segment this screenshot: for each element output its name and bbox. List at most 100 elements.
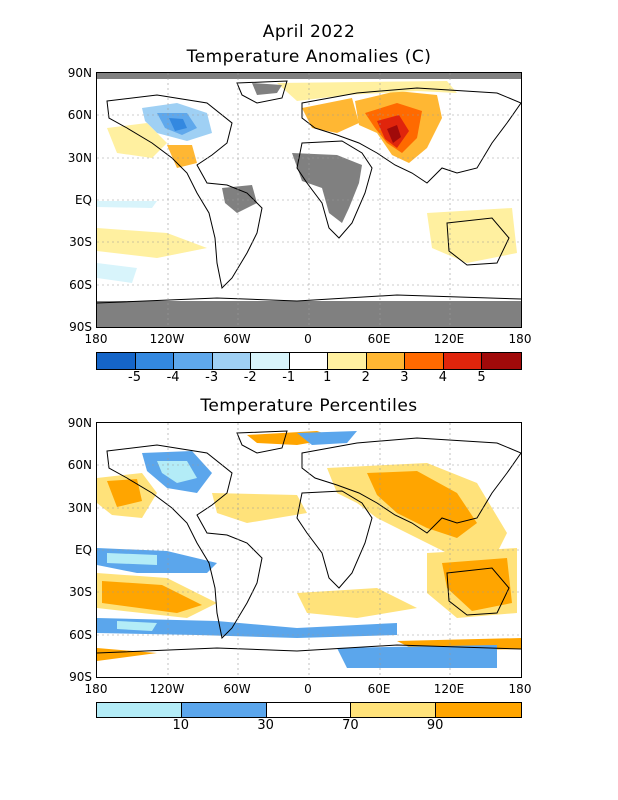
lat-label-60s-2: 60S xyxy=(69,628,92,642)
lat-label-eq-2: EQ xyxy=(74,543,92,557)
australia-outline-2 xyxy=(446,567,510,616)
colorbar-label: 3 xyxy=(400,370,409,385)
colorbar-swatch xyxy=(174,353,213,369)
lon-label-0: 0 xyxy=(304,332,312,346)
month-title: April 2022 xyxy=(262,22,356,42)
mexico-warm-region xyxy=(167,145,197,168)
lon-label-180w: 180 xyxy=(84,332,108,346)
pct-southern-ocean-cool xyxy=(97,618,397,638)
lon-label-120w-2: 120W xyxy=(149,682,185,696)
europe-warm-region xyxy=(302,98,359,133)
colorbar-label: -2 xyxy=(243,370,257,385)
lon-label-60w: 60W xyxy=(223,332,251,346)
lat-label-eq: EQ xyxy=(74,193,92,207)
antarctica-outline xyxy=(97,294,521,304)
lat-label-90s: 90S xyxy=(69,320,92,334)
lat-label-60s: 60S xyxy=(69,278,92,292)
pct-south-pacific-hot xyxy=(102,581,202,613)
colorbar-label: 1 xyxy=(323,370,332,385)
lat-label-90n: 90N xyxy=(67,66,92,80)
colorbar-swatch xyxy=(482,353,521,369)
lon-label-180w-2: 180 xyxy=(84,682,108,696)
lat-label-30n-2: 30N xyxy=(67,501,92,515)
lat-label-60n-2: 60N xyxy=(67,458,92,472)
lat-label-30s: 30S xyxy=(69,235,92,249)
lon-label-180e: 180 xyxy=(508,332,532,346)
lon-label-0-2: 0 xyxy=(304,682,312,696)
africa-no-data xyxy=(292,153,362,223)
lon-label-120e-2: 120E xyxy=(433,682,465,696)
lon-label-60w-2: 60W xyxy=(223,682,251,696)
colorbar-swatch xyxy=(366,353,406,369)
pct-north-atlantic-warm xyxy=(212,493,307,523)
lat-label-30n: 30N xyxy=(67,151,92,165)
arctic-no-data xyxy=(97,73,521,79)
greenland-no-data xyxy=(252,83,282,95)
amazon-no-data xyxy=(222,185,257,213)
colorbar-swatch xyxy=(289,353,329,369)
map-grid xyxy=(97,73,521,327)
anomaly-colorbar xyxy=(96,352,522,370)
colorbar-swatch xyxy=(351,703,437,717)
lon-label-120w: 120W xyxy=(149,332,185,346)
colorbar-swatch xyxy=(405,353,444,369)
canada-very-cold-region xyxy=(169,118,187,131)
pct-antarctica-cool xyxy=(337,645,497,668)
tropical-pacific-cool xyxy=(97,201,157,208)
lon-label-120e: 120E xyxy=(433,332,465,346)
colorbar-swatch xyxy=(135,353,175,369)
colorbar-label: 5 xyxy=(477,370,486,385)
north-pacific-warm xyxy=(107,123,167,158)
lon-label-60e-2: 60E xyxy=(367,682,391,696)
colorbar-label: 2 xyxy=(361,370,370,385)
antarctica-outline-2 xyxy=(97,644,521,654)
greenland-outline-2 xyxy=(236,430,288,454)
percentile-map-svg xyxy=(97,423,521,677)
asia-extreme-region xyxy=(387,125,401,143)
australia-outline xyxy=(446,217,510,266)
pct-asia-hot xyxy=(367,471,477,538)
south-pacific-warm xyxy=(97,228,207,258)
lon-label-180e-2: 180 xyxy=(508,682,532,696)
lat-label-90s-2: 90S xyxy=(69,670,92,684)
eurasia-outline xyxy=(301,87,521,184)
eurasia-outline-2 xyxy=(301,437,521,534)
anomaly-map xyxy=(96,72,522,328)
greenland-outline xyxy=(236,80,288,104)
colorbar-label: 4 xyxy=(438,370,448,385)
anomaly-map-title: Temperature Anomalies (C) xyxy=(186,47,432,67)
pct-canada-very-cold xyxy=(157,461,197,483)
lat-label-30s-2: 30S xyxy=(69,585,92,599)
lat-label-90n-2: 90N xyxy=(67,416,92,430)
pct-arctic-cool xyxy=(297,431,357,445)
colorbar-swatch xyxy=(266,703,352,717)
colorbar-label: -4 xyxy=(166,370,180,385)
percentile-map-title: Temperature Percentiles xyxy=(200,396,418,416)
percentile-colorbar xyxy=(96,702,522,718)
pct-north-pacific-hot xyxy=(107,479,142,507)
colorbar-label: 90 xyxy=(426,718,444,733)
lat-label-60n: 60N xyxy=(67,108,92,122)
map-grid-2 xyxy=(97,423,521,677)
pct-antarctic-hot xyxy=(97,648,157,661)
australia-warm xyxy=(427,208,517,263)
colorbar-swatch xyxy=(251,353,290,369)
colorbar-swatch xyxy=(328,353,367,369)
africa-outline-2 xyxy=(296,490,373,589)
colorbar-swatch xyxy=(97,703,182,717)
southern-ocean-cool xyxy=(97,263,137,283)
pct-southern-ocean-cold xyxy=(117,621,157,631)
lon-label-60e: 60E xyxy=(367,332,391,346)
pct-tropical-pacific-cold xyxy=(107,553,157,565)
colorbar-swatch xyxy=(212,353,252,369)
colorbar-label: 70 xyxy=(342,718,359,733)
colorbar-swatch xyxy=(97,353,136,369)
colorbar-label: -3 xyxy=(205,370,219,385)
continent-outlines xyxy=(97,80,521,304)
colorbar-label: -5 xyxy=(128,370,142,385)
anomaly-map-svg xyxy=(97,73,521,327)
pct-south-atlantic-warm xyxy=(297,588,417,618)
colorbar-swatch xyxy=(443,353,483,369)
africa-outline xyxy=(296,140,373,239)
colorbar-label: 10 xyxy=(172,718,190,733)
